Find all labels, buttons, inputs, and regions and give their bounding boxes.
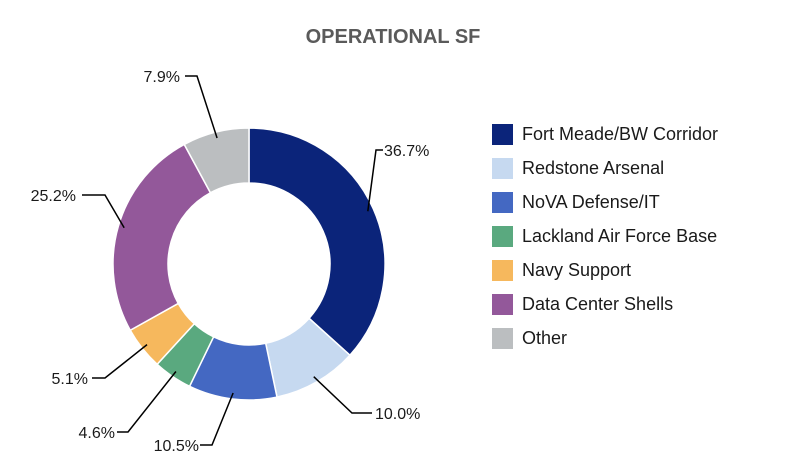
data-label: 10.0%	[375, 406, 420, 423]
legend-label: Lackland Air Force Base	[522, 226, 718, 246]
leader-line	[82, 194, 125, 229]
legend-label: Redstone Arsenal	[522, 158, 665, 178]
data-label: 5.1%	[52, 371, 88, 388]
legend-swatch	[492, 260, 513, 281]
legend-swatch	[492, 192, 513, 213]
donut-slice	[248, 127, 386, 357]
data-label: 36.7%	[384, 143, 429, 160]
legend-swatch	[492, 328, 513, 349]
legend: Fort Meade/BW Corridor Redstone Arsenal No…	[492, 124, 718, 362]
legend-item: Data Center Shells	[492, 294, 718, 328]
chart-title: OPERATIONAL SF	[305, 26, 481, 48]
legend-label: Other	[522, 328, 568, 348]
legend-item: Lackland Air Force Base	[492, 226, 718, 260]
leader-line	[117, 371, 177, 433]
legend-label: Navy Support	[522, 260, 632, 280]
legend-label: NoVA Defense/IT	[522, 192, 660, 212]
leader-line	[185, 75, 218, 139]
leader-line	[367, 149, 383, 212]
legend-item: Fort Meade/BW Corridor	[492, 124, 718, 158]
leader-line	[200, 392, 234, 446]
leader-line	[92, 344, 148, 379]
legend-item: NoVA Defense/IT	[492, 192, 718, 226]
data-label: 10.5%	[154, 438, 199, 455]
legend-label: Fort Meade/BW Corridor	[522, 124, 719, 144]
donut-slice	[183, 127, 250, 194]
leader-line	[313, 376, 372, 414]
legend-swatch	[492, 226, 513, 247]
data-label: 7.9%	[144, 69, 180, 86]
legend-label: Data Center Shells	[522, 294, 674, 314]
donut-slice	[112, 143, 212, 332]
data-label: 25.2%	[31, 188, 76, 205]
legend-item: Redstone Arsenal	[492, 158, 718, 192]
legend-swatch	[492, 158, 513, 179]
legend-item: Navy Support	[492, 260, 718, 294]
legend-swatch	[492, 124, 513, 145]
legend-swatch	[492, 294, 513, 315]
legend-item: Other	[492, 328, 718, 362]
data-label: 4.6%	[79, 425, 115, 442]
